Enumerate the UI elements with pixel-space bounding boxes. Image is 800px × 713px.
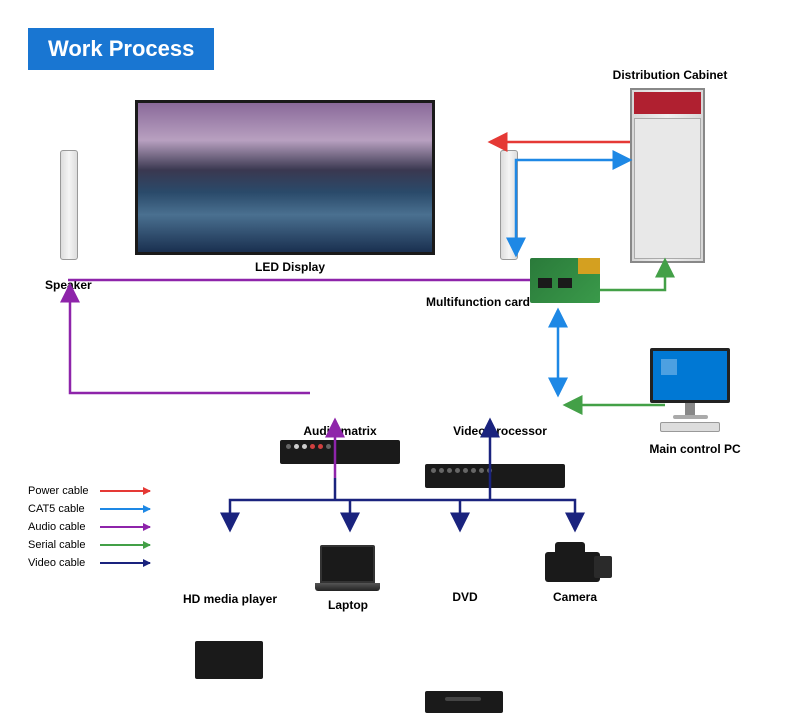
main-control-pc [650, 348, 730, 432]
video-processor [425, 464, 565, 488]
legend-row: Video cable [28, 557, 150, 569]
speaker-right [500, 150, 518, 260]
dvd-label: DVD [440, 590, 490, 604]
distribution-cabinet-label: Distribution Cabinet [600, 68, 740, 82]
speaker-label: Speaker [45, 278, 105, 292]
legend-arrow [100, 508, 150, 510]
legend-row: Power cable [28, 485, 150, 497]
multifunction-card [530, 258, 600, 303]
legend-text: Audio cable [28, 521, 100, 533]
audio-matrix [280, 440, 400, 464]
legend-arrow [100, 562, 150, 564]
speaker-left [60, 150, 78, 260]
legend-row: CAT5 cable [28, 503, 150, 515]
legend-text: Video cable [28, 557, 100, 569]
hd-media-player-label: HD media player [175, 592, 285, 606]
camera [545, 552, 600, 582]
laptop [320, 545, 380, 591]
hd-media-player [195, 641, 263, 679]
legend-text: Power cable [28, 485, 100, 497]
distribution-cabinet [630, 88, 705, 263]
led-display-label: LED Display [230, 260, 350, 274]
legend-row: Audio cable [28, 521, 150, 533]
legend: Power cable CAT5 cable Audio cable Serial c… [28, 485, 150, 575]
camera-label: Camera [545, 590, 605, 604]
title-banner: Work Process [28, 28, 214, 70]
dvd [425, 691, 503, 713]
legend-arrow [100, 526, 150, 528]
legend-row: Serial cable [28, 539, 150, 551]
legend-text: Serial cable [28, 539, 100, 551]
main-control-pc-label: Main control PC [635, 442, 755, 456]
legend-text: CAT5 cable [28, 503, 100, 515]
led-display [135, 100, 435, 255]
audio-matrix-label: Audio matrix [290, 424, 390, 438]
laptop-label: Laptop [318, 598, 378, 612]
video-processor-label: Video processor [445, 424, 555, 438]
legend-arrow [100, 544, 150, 546]
legend-arrow [100, 490, 150, 492]
multifunction-card-label: Multifunction card [420, 295, 530, 309]
